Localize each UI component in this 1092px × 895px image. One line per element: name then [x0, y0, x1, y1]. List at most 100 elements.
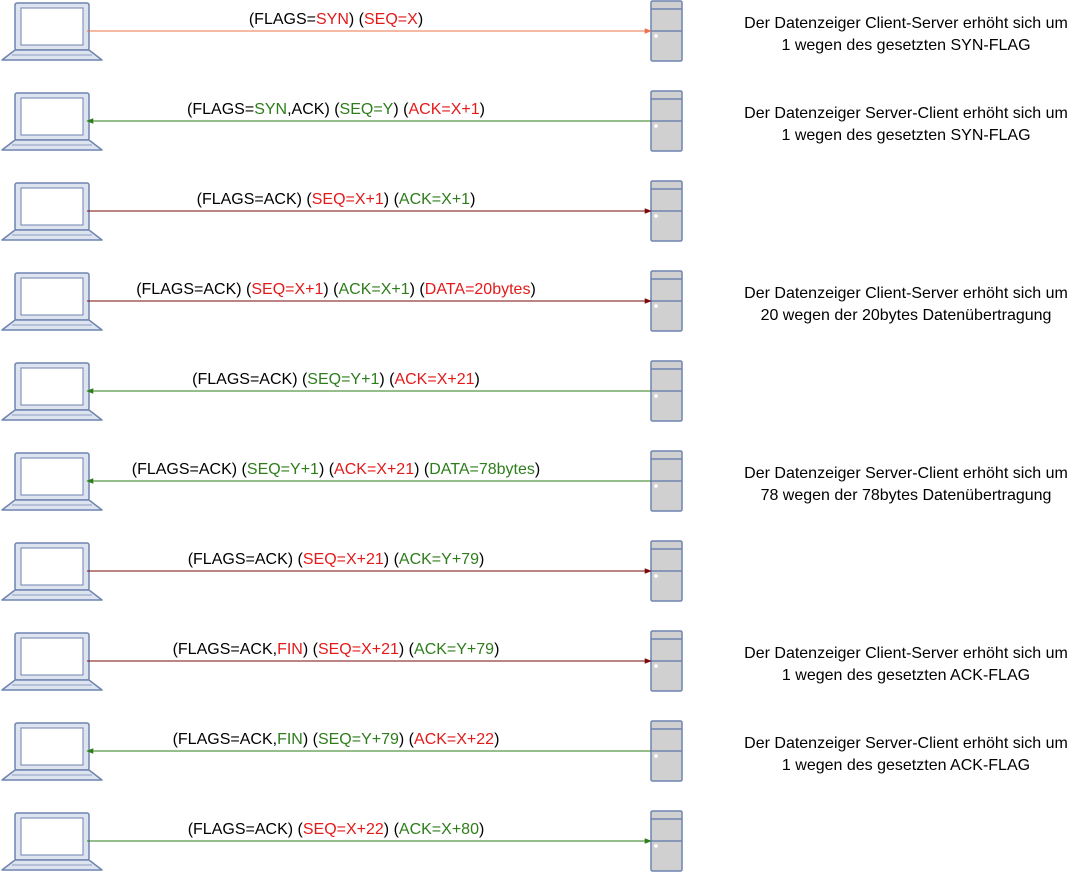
message-segment: ACK=X+80	[399, 821, 479, 838]
note-line: Der Datenzeiger Client-Server erhöht sic…	[744, 15, 1068, 32]
message-segment: SEQ=Y+1	[247, 461, 319, 478]
laptop-icon	[1, 452, 103, 511]
note-text: Der Datenzeiger Client-Server erhöht sic…	[744, 285, 1068, 324]
message-segment: (FLAGS=ACK,	[173, 641, 277, 658]
message-segment: ) (	[384, 821, 400, 838]
message-label: (FLAGS=SYN,ACK) (SEQ=Y) (ACK=X+1)	[187, 101, 485, 118]
message-segment: SEQ=X+22	[303, 821, 384, 838]
note-text: Der Datenzeiger Client-Server erhöht sic…	[744, 645, 1068, 684]
message-segment: ) (	[399, 731, 415, 748]
message-row: (FLAGS=ACK) (SEQ=Y+1) (ACK=X+21)	[1, 360, 683, 422]
message-segment: ACK=X+1	[399, 191, 470, 208]
message-label: (FLAGS=ACK) (SEQ=Y+1) (ACK=X+21)	[192, 371, 480, 388]
message-segment: (FLAGS=ACK) (	[188, 821, 304, 838]
message-row: (FLAGS=ACK) (SEQ=X+1) (ACK=X+1)	[1, 180, 683, 242]
note-line: Der Datenzeiger Server-Client erhöht sic…	[744, 465, 1068, 482]
message-label: (FLAGS=ACK,FIN) (SEQ=X+21) (ACK=Y+79)	[173, 641, 500, 658]
message-label: (FLAGS=SYN) (SEQ=X)	[249, 11, 423, 28]
message-segment: ACK=X+1	[408, 101, 479, 118]
note-text: Der Datenzeiger Server-Client erhöht sic…	[744, 465, 1068, 504]
server-icon	[650, 360, 683, 422]
message-segment: ) (	[393, 101, 409, 118]
message-segment: SEQ=X+1	[251, 281, 323, 298]
message-segment: )	[418, 11, 423, 28]
message-segment: SEQ=X+21	[303, 551, 384, 568]
note-text: Der Datenzeiger Client-Server erhöht sic…	[744, 15, 1068, 54]
message-segment: (FLAGS=ACK) (	[132, 461, 248, 478]
server-icon	[650, 630, 683, 692]
message-segment: )	[494, 731, 499, 748]
laptop-icon	[1, 812, 103, 871]
message-segment: ) (	[319, 461, 335, 478]
message-segment: ACK=X+21	[394, 371, 474, 388]
message-segment: ) (	[414, 461, 430, 478]
note-line: 78 wegen der 78bytes Datenübertragung	[761, 487, 1052, 504]
message-segment: SEQ=Y+79	[318, 731, 399, 748]
message-segment: ) (	[379, 371, 395, 388]
message-row: (FLAGS=SYN) (SEQ=X) Der Datenzeiger Clien…	[1, 0, 1068, 62]
note-line: Der Datenzeiger Server-Client erhöht sic…	[744, 105, 1068, 122]
note-line: Der Datenzeiger Client-Server erhöht sic…	[744, 285, 1068, 302]
note-text: Der Datenzeiger Server-Client erhöht sic…	[744, 105, 1068, 144]
message-segment: (FLAGS=	[187, 101, 254, 118]
message-segment: (FLAGS=ACK) (	[192, 371, 308, 388]
note-text: Der Datenzeiger Server-Client erhöht sic…	[744, 735, 1068, 774]
message-segment: )	[530, 281, 535, 298]
message-segment: (FLAGS=ACK) (	[197, 191, 313, 208]
message-segment: ACK=X+21	[334, 461, 414, 478]
message-segment: ) (	[303, 641, 319, 658]
message-segment: SEQ=X	[364, 11, 418, 28]
message-label: (FLAGS=ACK) (SEQ=X+21) (ACK=Y+79)	[188, 551, 485, 568]
message-segment: )	[470, 191, 475, 208]
message-row: (FLAGS=ACK,FIN) (SEQ=X+21) (ACK=Y+79) Der…	[1, 630, 1068, 692]
message-label: (FLAGS=ACK) (SEQ=X+22) (ACK=X+80)	[188, 821, 485, 838]
server-icon	[650, 720, 683, 782]
message-segment: DATA=78bytes	[429, 461, 535, 478]
message-segment: SYN	[316, 11, 349, 28]
message-label: (FLAGS=ACK) (SEQ=X+1) (ACK=X+1)	[197, 191, 476, 208]
note-line: 1 wegen des gesetzten SYN-FLAG	[781, 37, 1030, 54]
message-segment: SEQ=X+21	[318, 641, 399, 658]
message-segment: ACK=Y+79	[399, 551, 479, 568]
message-segment: (FLAGS=ACK) (	[188, 551, 304, 568]
message-segment: (FLAGS=ACK,	[173, 731, 277, 748]
note-line: 1 wegen des gesetzten SYN-FLAG	[781, 127, 1030, 144]
laptop-icon	[1, 182, 103, 241]
laptop-icon	[1, 542, 103, 601]
message-row: (FLAGS=ACK,FIN) (SEQ=Y+79) (ACK=X+22) Der…	[1, 720, 1068, 782]
message-segment: )	[479, 821, 484, 838]
server-icon	[650, 450, 683, 512]
message-row: (FLAGS=ACK) (SEQ=X+22) (ACK=X+80)	[1, 810, 683, 872]
message-segment: SEQ=Y+1	[307, 371, 379, 388]
message-label: (FLAGS=ACK) (SEQ=Y+1) (ACK=X+21) (DATA=7…	[132, 461, 540, 478]
message-segment: )	[494, 641, 499, 658]
note-line: Der Datenzeiger Client-Server erhöht sic…	[744, 645, 1068, 662]
server-icon	[650, 810, 683, 872]
message-segment: SEQ=Y	[340, 101, 394, 118]
server-icon	[650, 270, 683, 332]
server-icon	[650, 0, 683, 62]
message-segment: ) (	[410, 281, 426, 298]
server-icon	[650, 540, 683, 602]
note-line: 20 wegen der 20bytes Datenübertragung	[761, 307, 1052, 324]
note-line: Der Datenzeiger Server-Client erhöht sic…	[744, 735, 1068, 752]
laptop-icon	[1, 722, 103, 781]
message-row: (FLAGS=ACK) (SEQ=X+1) (ACK=X+1) (DATA=20…	[1, 270, 1068, 332]
message-segment: SEQ=X+1	[312, 191, 384, 208]
message-segment: DATA=20bytes	[425, 281, 531, 298]
message-label: (FLAGS=ACK) (SEQ=X+1) (ACK=X+1) (DATA=20…	[136, 281, 536, 298]
message-segment: (FLAGS=	[249, 11, 316, 28]
laptop-icon	[1, 362, 103, 421]
message-segment: )	[479, 551, 484, 568]
note-line: 1 wegen des gesetzten ACK-FLAG	[782, 667, 1030, 684]
note-line: 1 wegen des gesetzten ACK-FLAG	[782, 757, 1030, 774]
message-segment: ,ACK) (	[287, 101, 340, 118]
laptop-icon	[1, 632, 103, 691]
message-segment: )	[475, 371, 480, 388]
message-segment: ) (	[323, 281, 339, 298]
message-segment: FIN	[277, 641, 303, 658]
message-segment: ACK=Y+79	[414, 641, 494, 658]
message-segment: ) (	[399, 641, 415, 658]
message-segment: ACK=X+22	[414, 731, 494, 748]
